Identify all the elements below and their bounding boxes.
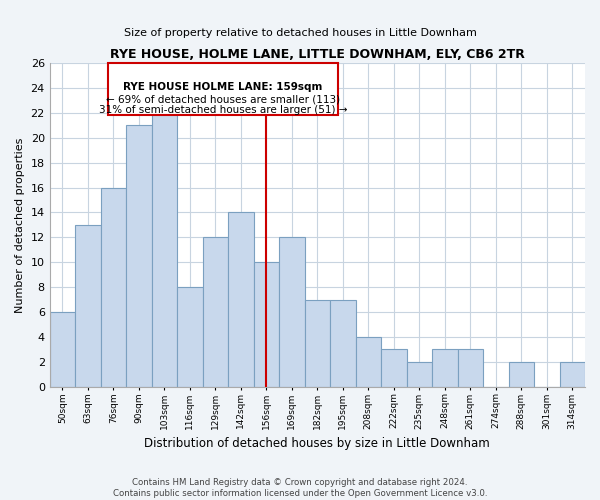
FancyBboxPatch shape	[108, 63, 338, 116]
Bar	[203, 238, 228, 386]
Text: ← 69% of detached houses are smaller (113): ← 69% of detached houses are smaller (11…	[106, 94, 340, 104]
Text: RYE HOUSE HOLME LANE: 159sqm: RYE HOUSE HOLME LANE: 159sqm	[124, 82, 323, 92]
Text: Contains HM Land Registry data © Crown copyright and database right 2024.
Contai: Contains HM Land Registry data © Crown c…	[113, 478, 487, 498]
Bar	[305, 300, 330, 386]
Bar	[407, 362, 432, 386]
Text: 31% of semi-detached houses are larger (51) →: 31% of semi-detached houses are larger (…	[99, 106, 347, 116]
Bar	[330, 300, 356, 386]
Bar	[432, 350, 458, 387]
Bar	[75, 225, 101, 386]
Bar	[228, 212, 254, 386]
Bar	[254, 262, 279, 386]
Bar	[152, 113, 177, 386]
Bar	[560, 362, 585, 386]
Bar	[458, 350, 483, 387]
X-axis label: Distribution of detached houses by size in Little Downham: Distribution of detached houses by size …	[145, 437, 490, 450]
Bar	[50, 312, 75, 386]
Bar	[126, 126, 152, 386]
Title: RYE HOUSE, HOLME LANE, LITTLE DOWNHAM, ELY, CB6 2TR: RYE HOUSE, HOLME LANE, LITTLE DOWNHAM, E…	[110, 48, 525, 60]
Bar	[381, 350, 407, 387]
Bar	[177, 287, 203, 386]
Text: Size of property relative to detached houses in Little Downham: Size of property relative to detached ho…	[124, 28, 476, 38]
Bar	[509, 362, 534, 386]
Y-axis label: Number of detached properties: Number of detached properties	[15, 137, 25, 312]
Bar	[356, 337, 381, 386]
Bar	[279, 238, 305, 386]
Bar	[101, 188, 126, 386]
